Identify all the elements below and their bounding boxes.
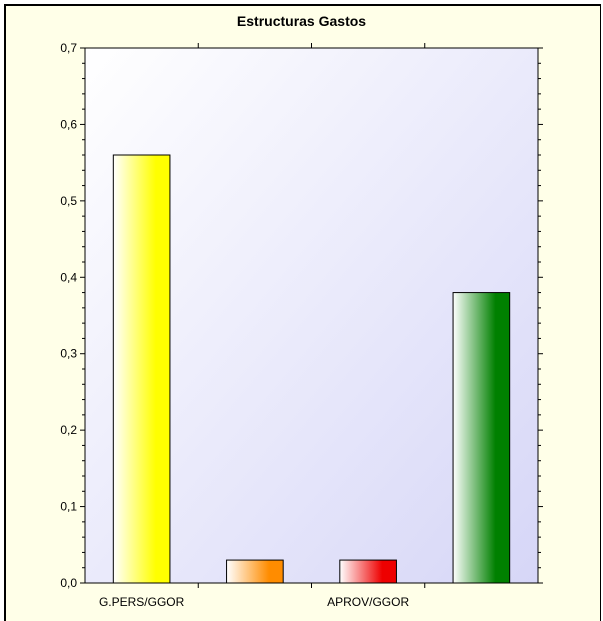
bar xyxy=(226,559,284,584)
y-tick-label: 0,6 xyxy=(60,117,77,131)
y-axis: 0,0 0,1 0,2 0,3 0,4 0,5 0,6 0,7 xyxy=(60,41,543,590)
y-tick-label: 0,5 xyxy=(60,194,77,208)
chart-title: Estructuras Gastos xyxy=(236,13,367,29)
y-tick-label: 0,7 xyxy=(60,41,77,55)
y-tick-label: 0,4 xyxy=(60,270,77,284)
bar xyxy=(452,292,511,584)
bar xyxy=(339,559,397,584)
bars xyxy=(112,154,511,584)
y-tick-label: 0,1 xyxy=(60,500,77,514)
x-tick-label: G.PERS/GGOR xyxy=(99,595,185,609)
y-tick-label: 0,0 xyxy=(60,576,77,590)
x-axis: G.PERS/GGOR APROV/GGOR xyxy=(99,43,426,609)
x-tick-label: APROV/GGOR xyxy=(327,595,409,609)
y-tick-label: 0,2 xyxy=(60,423,77,437)
bar xyxy=(112,154,171,584)
y-tick-label: 0,3 xyxy=(60,347,77,361)
